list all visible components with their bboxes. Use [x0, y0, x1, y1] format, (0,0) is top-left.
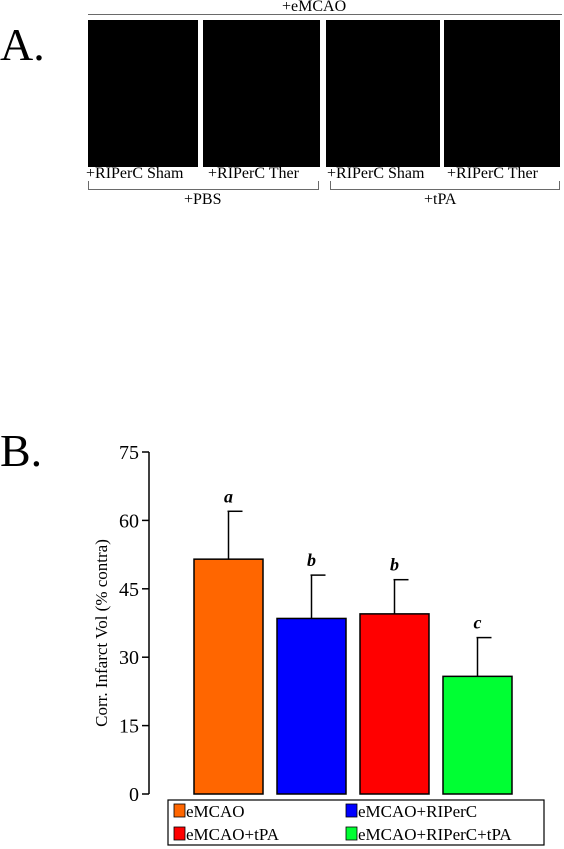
significance-letter: b — [390, 555, 399, 575]
bar — [276, 617, 347, 795]
y-tick-label: 15 — [119, 716, 139, 738]
legend-label: eMCAO — [186, 802, 245, 821]
condition-label-1: +RIPerC Sham — [86, 165, 184, 182]
legend-box — [167, 799, 545, 846]
bracket-pbs-right — [318, 181, 319, 189]
group-label-tpa: +tPA — [424, 191, 457, 208]
bar — [359, 613, 430, 795]
top-group-bracket — [88, 14, 562, 15]
y-tick-label: 60 — [119, 510, 139, 532]
y-tick-label: 45 — [119, 579, 139, 601]
legend-swatch — [173, 826, 186, 841]
legend-swatch — [173, 803, 186, 818]
significance-letter: a — [224, 486, 233, 506]
y-tick-label: 75 — [119, 442, 139, 464]
bar — [193, 558, 264, 795]
bar — [442, 675, 513, 795]
y-tick-label: 30 — [119, 647, 139, 669]
bracket-pbs-left — [88, 181, 89, 189]
brain-slice-image-3 — [326, 20, 440, 167]
brain-slice-image-4 — [444, 20, 560, 167]
panel-b-label: B. — [0, 425, 43, 476]
bracket-tpa-left — [330, 181, 331, 189]
legend-label: eMCAO+tPA — [186, 825, 280, 844]
significance-letter: c — [474, 613, 482, 633]
bracket-pbs — [88, 189, 319, 190]
legend-swatch — [345, 803, 358, 818]
y-tick-label: 0 — [129, 784, 139, 806]
group-label-pbs: +PBS — [184, 191, 222, 208]
legend-label: eMCAO+RIPerC+tPA — [358, 825, 512, 844]
condition-label-4: +RIPerC Ther — [447, 165, 538, 182]
bracket-tpa-right — [559, 181, 560, 189]
condition-label-2: +RIPerC Ther — [208, 165, 299, 182]
significance-letter: b — [307, 550, 316, 570]
condition-label-3: +RIPerC Sham — [327, 165, 425, 182]
top-group-label: +eMCAO — [282, 0, 347, 15]
legend-swatch — [345, 826, 358, 841]
y-axis-title: Corr. Infarct Vol (% contra) — [92, 539, 111, 727]
bracket-tpa — [330, 189, 560, 190]
brain-slice-image-1 — [88, 20, 198, 167]
brain-slices-figure: +eMCAO +RIPerC Sham +RIPerC Ther +RIPerC… — [0, 0, 564, 240]
panel-a-label: A. — [0, 19, 45, 70]
legend-label: eMCAO+RIPerC — [358, 802, 477, 821]
brain-slice-image-2 — [203, 20, 320, 167]
